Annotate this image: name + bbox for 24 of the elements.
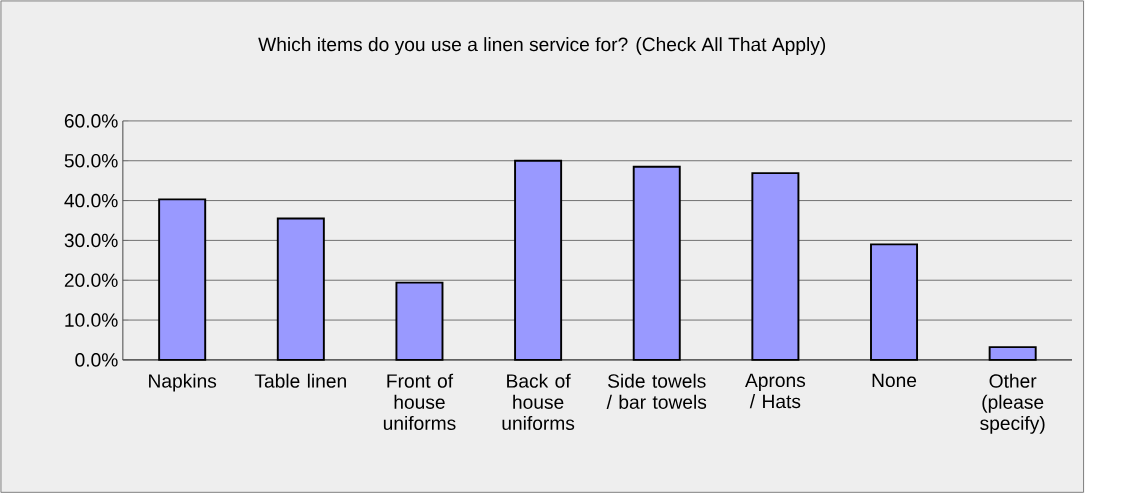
y-tick-label: 10.0%	[65, 313, 118, 327]
x-tick-label: Side towels / bar towels	[606, 373, 707, 409]
x-tick-label: Other (please specify)	[980, 373, 1045, 434]
bar	[988, 346, 1037, 361]
x-tick-label: Aprons / Hats	[745, 373, 806, 409]
bar	[276, 217, 325, 361]
bar	[395, 281, 444, 361]
x-tick-label: Table linen	[254, 373, 346, 388]
y-tick-label: 40.0%	[64, 193, 118, 208]
bar	[158, 198, 207, 361]
y-tick-label: 20.0%	[64, 273, 118, 287]
y-tick-label: 50.0%	[64, 153, 118, 168]
bar	[751, 171, 800, 361]
x-tick-label: Front of house uniforms	[383, 373, 456, 430]
bar	[514, 159, 563, 361]
y-tick-label: 30.0%	[64, 233, 118, 248]
x-tick-label: Back of house uniforms	[502, 373, 575, 430]
x-tick-label: Napkins	[149, 373, 217, 392]
y-tick-label: 60.0%	[64, 113, 118, 128]
chart-title: Which items do you use a linen service for? (Check All That Apply)	[258, 36, 826, 55]
bar	[632, 165, 681, 361]
bar	[870, 243, 919, 361]
y-tick-label: 0.0%	[75, 352, 118, 367]
x-tick-label: None	[872, 373, 917, 387]
